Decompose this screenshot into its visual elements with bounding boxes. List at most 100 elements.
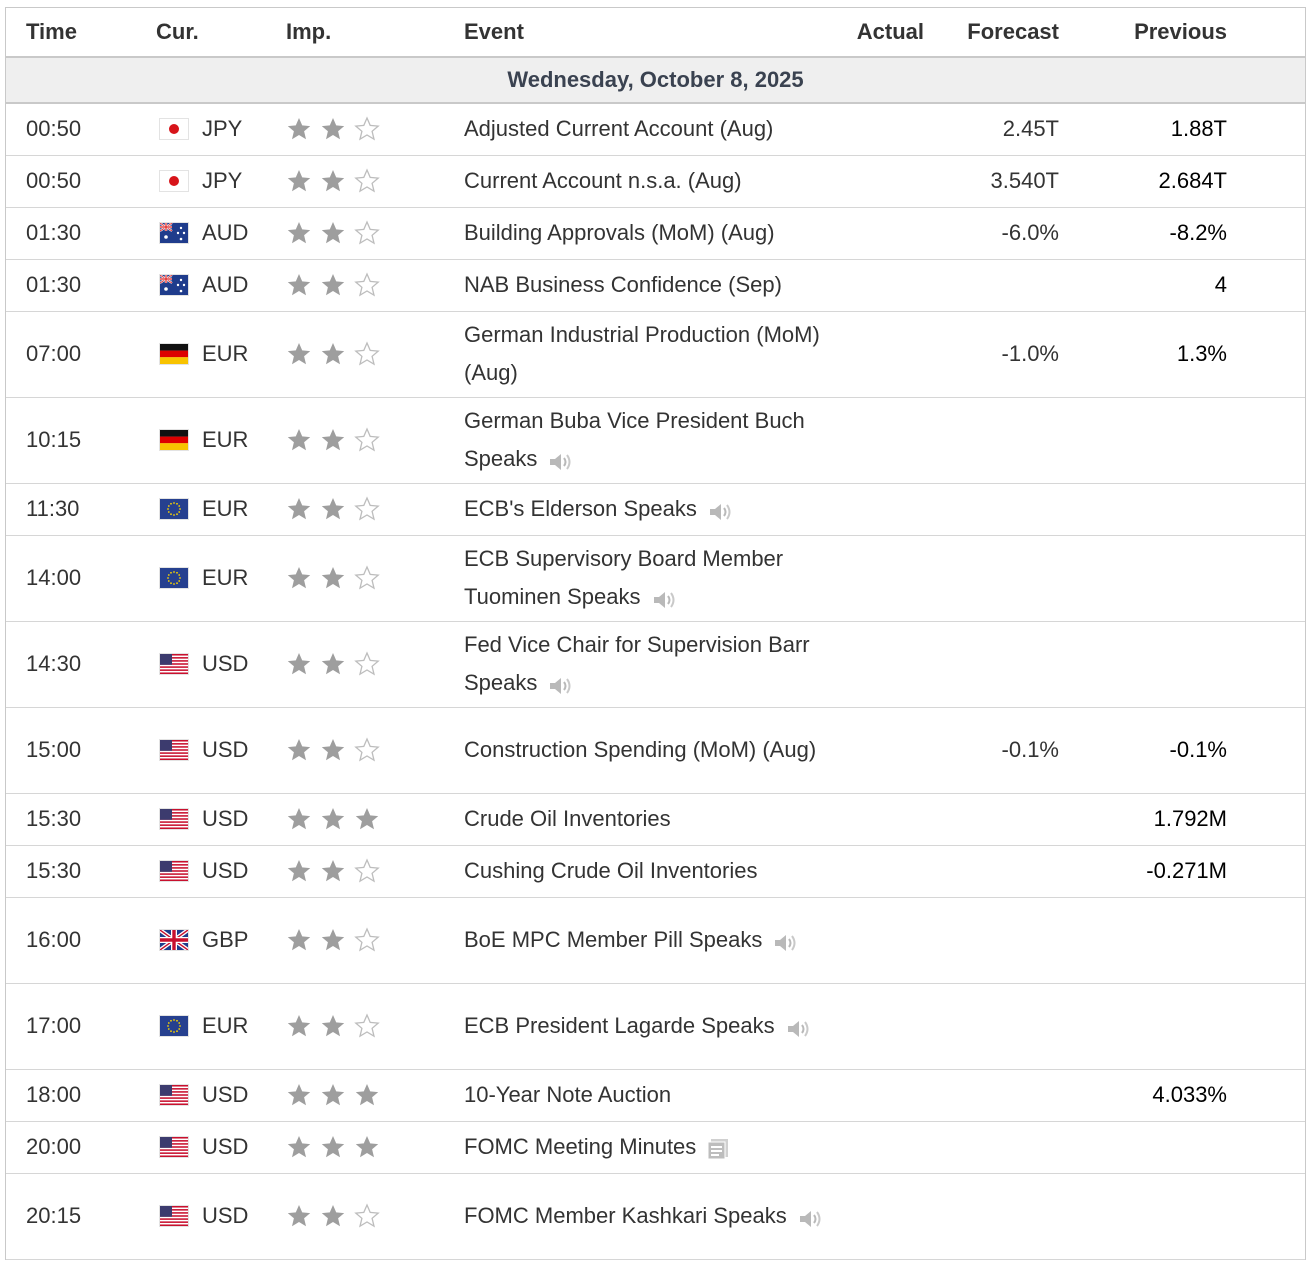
header-time[interactable]: Time [6, 8, 156, 58]
us-flag-icon [160, 1085, 188, 1105]
event-actual [824, 983, 924, 1070]
event-row[interactable]: 16:00 GBP BoE MPC Member Pill Speaks [6, 897, 1305, 984]
event-name-link[interactable]: 10-Year Note Auction [464, 1082, 672, 1107]
event-name-link[interactable]: Current Account n.s.a. (Aug) [464, 168, 742, 193]
event-forecast [924, 845, 1059, 898]
event-name-link[interactable]: ECB's Elderson Speaks [464, 496, 697, 521]
event-importance [286, 397, 464, 484]
event-row[interactable]: 00:50 JPY Adjusted Current Account (Aug) 2.… [6, 103, 1305, 156]
star-empty-icon [354, 496, 380, 522]
event-currency: EUR [202, 427, 249, 452]
event-row[interactable]: 14:00 EUR ECB Supervisory Board Member Tuo… [6, 535, 1305, 622]
event-currency: USD [202, 806, 249, 831]
event-name-cell: ECB President Lagarde Speaks [464, 983, 824, 1070]
header-forecast[interactable]: Forecast [924, 8, 1059, 58]
report-icon[interactable] [706, 1134, 730, 1160]
event-forecast: 3.540T [924, 155, 1059, 208]
event-importance [286, 1121, 464, 1174]
event-previous: -0.1% [1059, 707, 1227, 794]
event-row[interactable]: 07:00 EUR German Industrial Production (Mo… [6, 311, 1305, 398]
star-filled-icon [320, 1134, 346, 1160]
header-currency[interactable]: Cur. [156, 8, 286, 58]
event-currency-cell: EUR [156, 535, 286, 622]
event-previous [1059, 397, 1227, 484]
au-flag-icon [160, 275, 188, 295]
event-row[interactable]: 15:30 USD Cushing Crude Oil Inventories -0.… [6, 845, 1305, 898]
star-filled-icon [320, 496, 346, 522]
star-filled-icon [320, 1013, 346, 1039]
event-name-link[interactable]: Cushing Crude Oil Inventories [464, 858, 758, 883]
event-name-link[interactable]: ECB Supervisory Board Member Tuominen Sp… [464, 546, 784, 609]
speaker-icon[interactable] [547, 671, 573, 695]
event-name-link[interactable]: German Industrial Production (MoM) (Aug) [464, 322, 820, 385]
event-row[interactable]: 11:30 EUR ECB's Elderson Speaks [6, 483, 1305, 536]
event-previous: 4 [1059, 259, 1227, 312]
event-name-link[interactable]: NAB Business Confidence (Sep) [464, 272, 782, 297]
event-row[interactable]: 18:00 USD 10-Year Note Auction 4.033% [6, 1069, 1305, 1122]
event-row[interactable]: 15:30 USD Crude Oil Inventories 1.792M [6, 793, 1305, 846]
speaker-icon[interactable] [785, 1014, 811, 1038]
event-name-link[interactable]: Fed Vice Chair for Supervision Barr Spea… [464, 632, 810, 695]
event-previous: 1.88T [1059, 103, 1227, 156]
speaker-icon[interactable] [797, 1204, 823, 1228]
event-time: 01:30 [6, 207, 156, 260]
event-row[interactable]: 01:30 AUD NAB Business Confidence (Sep) 4 [6, 259, 1305, 312]
speaker-icon[interactable] [547, 447, 573, 471]
event-row[interactable]: 00:50 JPY Current Account n.s.a. (Aug) 3.54… [6, 155, 1305, 208]
star-empty-icon [354, 427, 380, 453]
event-name-link[interactable]: Building Approvals (MoM) (Aug) [464, 220, 775, 245]
event-importance [286, 1069, 464, 1122]
us-flag-icon [160, 1206, 188, 1226]
event-previous [1059, 535, 1227, 622]
speaker-icon[interactable] [772, 928, 798, 952]
event-currency: EUR [202, 565, 249, 590]
event-name-link[interactable]: Construction Spending (MoM) (Aug) [464, 737, 817, 762]
speaker-icon[interactable] [707, 497, 733, 521]
star-filled-icon [320, 927, 346, 953]
row-spacer [1227, 621, 1305, 708]
event-name-link[interactable]: BoE MPC Member Pill Speaks [464, 927, 763, 952]
event-row[interactable]: 17:00 EUR ECB President Lagarde Speaks [6, 983, 1305, 1070]
event-forecast [924, 983, 1059, 1070]
star-filled-icon [320, 220, 346, 246]
event-name-link[interactable]: FOMC Meeting Minutes [464, 1134, 697, 1159]
event-time: 14:30 [6, 621, 156, 708]
event-actual [824, 483, 924, 536]
us-flag-icon [160, 1137, 188, 1157]
event-row[interactable]: 14:30 USD Fed Vice Chair for Supervision B… [6, 621, 1305, 708]
date-label: Wednesday, October 8, 2025 [6, 57, 1305, 104]
event-forecast [924, 483, 1059, 536]
event-row[interactable]: 20:15 USD FOMC Member Kashkari Speaks [6, 1173, 1305, 1260]
event-row[interactable]: 20:00 USD FOMC Meeting Minutes [6, 1121, 1305, 1174]
event-forecast [924, 397, 1059, 484]
event-name-cell: Construction Spending (MoM) (Aug) [464, 707, 824, 794]
event-name-link[interactable]: FOMC Member Kashkari Speaks [464, 1203, 787, 1228]
star-empty-icon [354, 116, 380, 142]
header-previous[interactable]: Previous [1059, 8, 1227, 58]
speaker-icon[interactable] [651, 585, 677, 609]
event-name-cell: ECB's Elderson Speaks [464, 483, 824, 536]
row-spacer [1227, 311, 1305, 398]
row-spacer [1227, 793, 1305, 846]
event-actual [824, 1173, 924, 1260]
us-flag-icon [160, 809, 188, 829]
header-event[interactable]: Event [464, 8, 824, 58]
event-row[interactable]: 10:15 EUR German Buba Vice President Buch … [6, 397, 1305, 484]
event-currency-cell: USD [156, 621, 286, 708]
event-name-link[interactable]: Adjusted Current Account (Aug) [464, 116, 774, 142]
event-name-link[interactable]: Crude Oil Inventories [464, 806, 671, 831]
event-row[interactable]: 15:00 USD Construction Spending (MoM) (Aug… [6, 707, 1305, 794]
event-name-link[interactable]: German Buba Vice President Buch Speaks [464, 408, 805, 471]
header-actual[interactable]: Actual [824, 8, 924, 58]
de-flag-icon [160, 344, 188, 364]
star-empty-icon [354, 565, 380, 591]
au-flag-icon [160, 223, 188, 243]
header-importance[interactable]: Imp. [286, 8, 464, 58]
event-name-cell: FOMC Member Kashkari Speaks [464, 1173, 824, 1260]
event-name-link[interactable]: ECB President Lagarde Speaks [464, 1013, 775, 1038]
event-row[interactable]: 01:30 AUD Building Approvals (MoM) (Aug) -6… [6, 207, 1305, 260]
event-name-cell: FOMC Meeting Minutes [464, 1121, 824, 1174]
event-actual [824, 155, 924, 208]
calendar-table: Time Cur. Imp. Event Actual Forecast Pre… [6, 8, 1305, 1260]
star-filled-icon [286, 220, 312, 246]
